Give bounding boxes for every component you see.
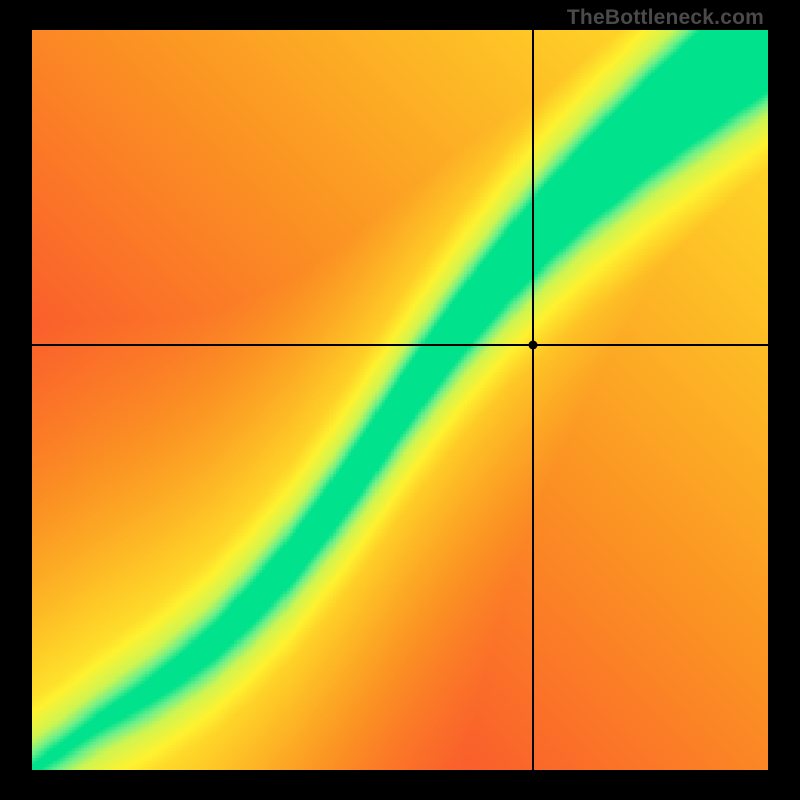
- watermark-text: TheBottleneck.com: [567, 6, 764, 30]
- crosshair-marker[interactable]: [529, 340, 538, 349]
- bottleneck-heatmap: [32, 30, 768, 770]
- plot-frame: [32, 30, 768, 770]
- crosshair-horizontal: [32, 344, 768, 346]
- crosshair-vertical: [532, 30, 534, 770]
